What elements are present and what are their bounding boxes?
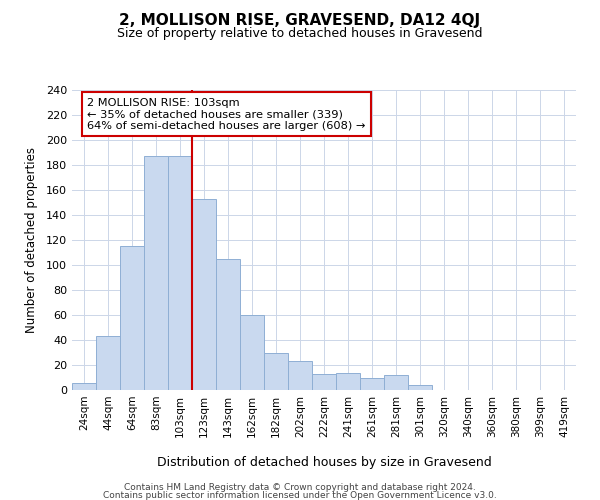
Bar	[336, 372, 360, 390]
Bar	[120, 246, 144, 390]
Bar	[240, 315, 264, 390]
Text: 2 MOLLISON RISE: 103sqm
← 35% of detached houses are smaller (339)
64% of semi-d: 2 MOLLISON RISE: 103sqm ← 35% of detache…	[87, 98, 365, 130]
Bar	[144, 156, 168, 390]
Y-axis label: Number of detached properties: Number of detached properties	[25, 147, 38, 333]
Text: Distribution of detached houses by size in Gravesend: Distribution of detached houses by size …	[157, 456, 491, 469]
Bar	[384, 375, 408, 390]
Text: 2, MOLLISON RISE, GRAVESEND, DA12 4QJ: 2, MOLLISON RISE, GRAVESEND, DA12 4QJ	[119, 12, 481, 28]
Bar	[408, 385, 432, 390]
Bar	[192, 198, 216, 390]
Bar	[216, 259, 240, 390]
Bar	[96, 336, 120, 390]
Text: Contains HM Land Registry data © Crown copyright and database right 2024.: Contains HM Land Registry data © Crown c…	[124, 483, 476, 492]
Bar	[360, 378, 384, 390]
Bar	[264, 352, 288, 390]
Text: Size of property relative to detached houses in Gravesend: Size of property relative to detached ho…	[117, 28, 483, 40]
Text: Contains public sector information licensed under the Open Government Licence v3: Contains public sector information licen…	[103, 492, 497, 500]
Bar	[168, 156, 192, 390]
Bar	[288, 361, 312, 390]
Bar	[72, 382, 96, 390]
Bar	[312, 374, 336, 390]
